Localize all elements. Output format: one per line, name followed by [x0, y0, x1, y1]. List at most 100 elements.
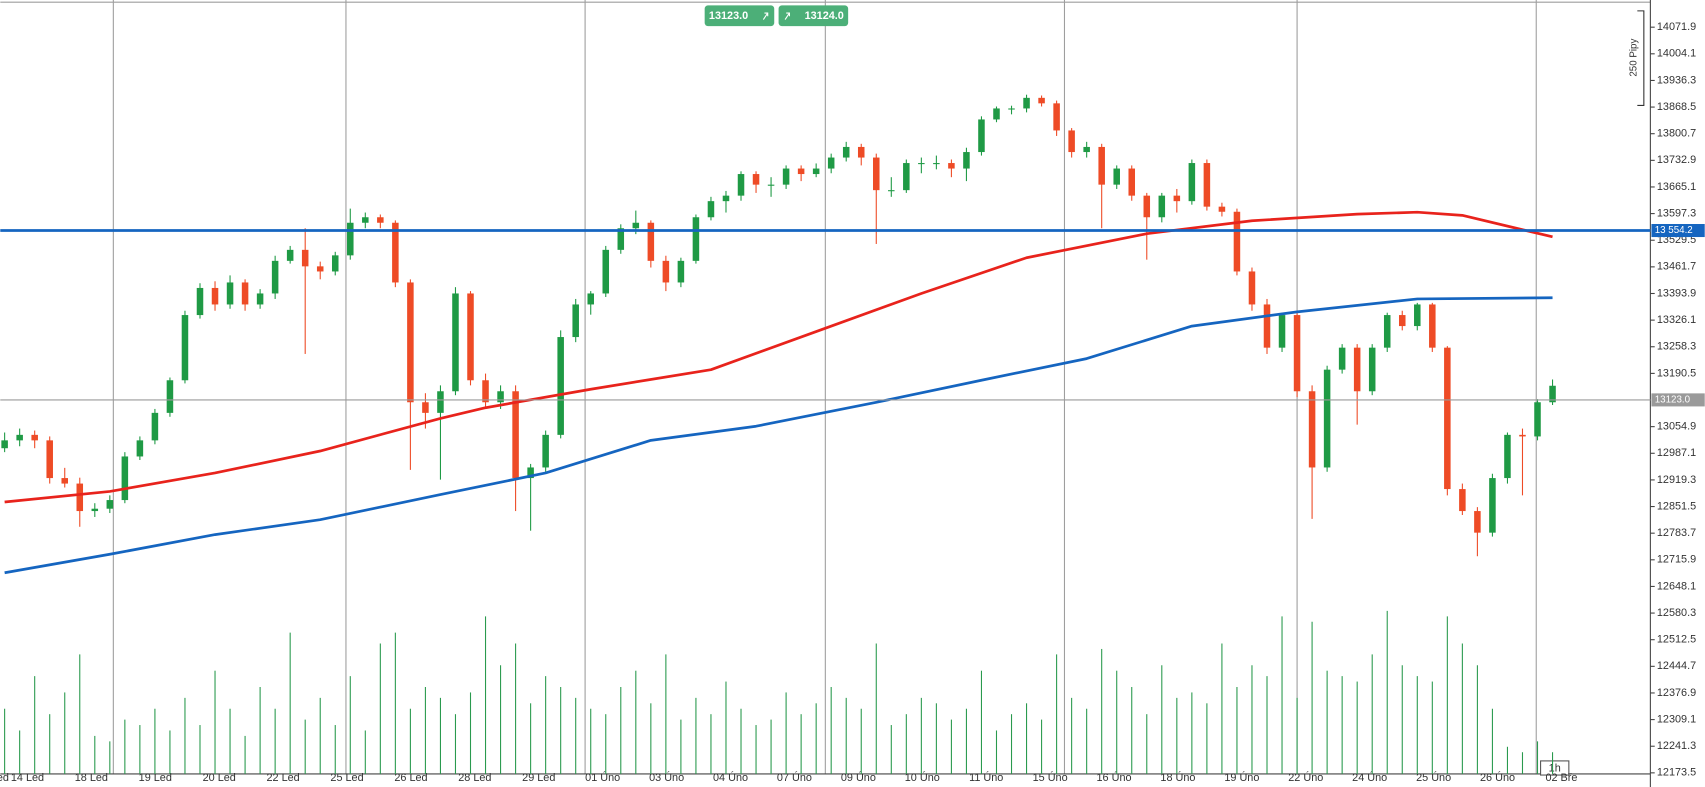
candle-body: [211, 287, 219, 305]
candle-body: [31, 434, 38, 441]
candle-body: [121, 456, 129, 501]
candle-body: [782, 168, 790, 185]
candle-body: [467, 293, 474, 381]
candle-body: [106, 500, 114, 509]
x-tick-label: 09 Úno: [841, 771, 876, 784]
candle-body: [1248, 271, 1256, 305]
candle-body: [331, 255, 339, 272]
candle-body: [963, 152, 970, 169]
x-tick-label: 03 Úno: [649, 771, 684, 784]
candle-body: [1444, 347, 1451, 490]
candle-body: [1203, 163, 1211, 207]
candle-body: [903, 163, 910, 191]
x-tick-label: 26 Led: [394, 772, 427, 784]
candle-body: [557, 337, 564, 435]
x-tick-label: 04 Úno: [713, 771, 748, 784]
candle-body: [722, 195, 730, 202]
candle-body: [46, 440, 53, 479]
candle-body: [948, 163, 955, 169]
x-tick-label: 19 Úno: [1224, 771, 1259, 784]
candle-body: [1128, 168, 1136, 196]
buy-button[interactable]: [778, 5, 849, 27]
candle-body: [16, 434, 23, 441]
y-tick-label: 13868.5: [1657, 101, 1696, 113]
candle-body: [1534, 402, 1541, 437]
candle-body: [1008, 108, 1015, 110]
price-label: 13 554.2: [1655, 225, 1693, 236]
y-tick-label: 13258.3: [1657, 341, 1696, 353]
candle-body: [1038, 97, 1045, 104]
candle-body: [301, 249, 309, 267]
candle-body: [527, 467, 534, 479]
timeframe[interactable]: 1h: [1549, 762, 1561, 774]
x-tick-label: 26 Úno: [1480, 771, 1515, 784]
candle-body: [1, 440, 8, 449]
candle-body: [271, 260, 279, 294]
candle-body: [1143, 195, 1151, 218]
x-tick-label: 25 Úno: [1416, 771, 1451, 784]
y-tick-label: 12987.1: [1657, 447, 1696, 459]
x-tick-label: 22 Úno: [1288, 771, 1323, 784]
range-marker: 250 Pipy: [1629, 38, 1640, 76]
candle-body: [76, 483, 84, 512]
candle-body: [1353, 347, 1361, 392]
candle-body: [587, 293, 594, 305]
x-tick-label: 07 Úno: [777, 771, 812, 784]
y-tick-label: 12512.5: [1657, 634, 1696, 646]
candle-body: [497, 391, 504, 403]
range-bracket: [1637, 10, 1645, 106]
x-tick-label: 15 Úno: [1033, 771, 1068, 784]
y-tick-label: 14071.9: [1657, 21, 1696, 33]
candle-body: [1263, 304, 1271, 348]
candle-body: [1113, 168, 1120, 185]
y-tick-label: 14004.1: [1657, 48, 1696, 60]
candle-body: [752, 174, 760, 185]
quote-buttons[interactable]: 13123.0 13124.0: [704, 5, 849, 27]
candle-body: [1098, 146, 1105, 185]
y-tick-label: 12241.3: [1657, 740, 1696, 752]
candle-body: [572, 304, 579, 338]
candle-body: [256, 293, 264, 305]
candle-body: [226, 282, 234, 305]
x-tick-label: 25 Led: [330, 772, 363, 784]
candle-body: [1173, 195, 1181, 202]
candle-body: [1459, 489, 1466, 512]
candle-body: [1549, 385, 1556, 403]
buy-price[interactable]: 13124.0: [805, 10, 844, 22]
x-tick-label: 22 Led: [267, 772, 300, 784]
candle-body: [437, 391, 444, 413]
candle-body: [1474, 511, 1481, 533]
x-tick-label: 11 Úno: [969, 771, 1003, 784]
candle-body: [692, 217, 700, 261]
timeframe-box[interactable]: [1540, 760, 1570, 776]
y-tick-label: 12173.5: [1657, 767, 1696, 779]
y-tick-label: 13732.9: [1657, 154, 1696, 166]
candle-body: [993, 108, 1000, 120]
y-tick-label: 13326.1: [1657, 314, 1696, 326]
candle-body: [1053, 103, 1060, 131]
x-tick-label: 24 Úno: [1352, 771, 1387, 784]
candle-body: [482, 380, 489, 403]
candle-body: [286, 249, 294, 261]
candle-body: [512, 391, 519, 479]
candle-body: [888, 190, 895, 192]
candle-body: [1519, 434, 1526, 437]
candle-body: [196, 287, 204, 316]
candle-body: [392, 222, 399, 283]
moving-average: [4, 210, 1553, 504]
y-tick-label: 13665.1: [1657, 181, 1696, 193]
candle-body: [857, 146, 865, 158]
sell-button[interactable]: [704, 5, 775, 27]
candle-body: [933, 163, 940, 165]
y-tick-label: 12783.7: [1657, 527, 1696, 539]
y-tick-label: 12309.1: [1657, 713, 1696, 725]
y-tick-label: 12580.3: [1657, 607, 1696, 619]
sell-price[interactable]: 13123.0: [709, 10, 748, 22]
arrow-icon: [784, 12, 790, 20]
candle-body: [1323, 369, 1331, 468]
x-tick-label: 01 Úno: [585, 771, 620, 784]
candle-body: [978, 119, 985, 153]
candle-body: [707, 201, 715, 218]
y-tick-label: 13393.9: [1657, 287, 1696, 299]
